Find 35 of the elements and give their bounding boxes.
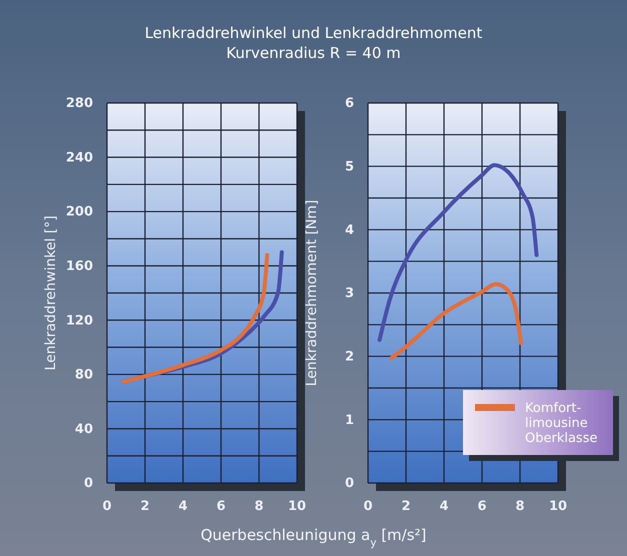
y-tick-label: 0 — [344, 476, 354, 492]
chart-title: Lenkraddrehwinkel und Lenkraddrehmoment — [144, 24, 482, 42]
x-axis-title: Querbeschleunigung a$_{y}$ [m/s²] — [200, 526, 426, 549]
x-tick-label: 6 — [477, 499, 487, 514]
y-tick-label: 0 — [84, 476, 93, 492]
line-series — [378, 163, 539, 342]
x-tick-label: 10 — [548, 499, 568, 514]
y-tick-label: 1 — [344, 412, 354, 428]
x-tick-label: 8 — [515, 499, 525, 514]
y-tick-label: 6 — [344, 96, 354, 112]
y-tick-label: 5 — [344, 159, 354, 174]
y-axis-title: Lenkraddrehwinkel [°] — [43, 216, 59, 370]
y-tick-label: 160 — [66, 259, 93, 274]
y-tick-label: 4 — [344, 222, 354, 238]
x-tick-label: 0 — [363, 499, 373, 514]
y-tick-label: 2 — [344, 349, 354, 364]
y-tick-label: 120 — [66, 313, 93, 328]
x-tick-label: 4 — [178, 499, 188, 514]
y-tick-label: 80 — [74, 368, 93, 383]
chart-subtitle: Kurvenradius R = 40 m — [226, 44, 401, 62]
x-tick-label: 4 — [439, 499, 449, 514]
x-tick-label: 10 — [288, 499, 306, 514]
y-tick-label: 40 — [74, 422, 93, 437]
y-tick-label: 200 — [66, 204, 93, 220]
y-tick-label: 240 — [66, 150, 93, 166]
x-tick-label: 0 — [102, 499, 112, 514]
x-tick-label: 2 — [140, 499, 150, 514]
y-axis-title: Lenkraddrehmoment [Nm] — [304, 200, 320, 386]
y-tick-label: 280 — [66, 96, 93, 112]
line-series — [389, 282, 523, 360]
x-tick-label: 8 — [254, 499, 264, 514]
x-tick-label: 6 — [216, 499, 226, 514]
legend-label: Komfort-limousine Oberklasse — [525, 401, 598, 446]
y-tick-label: 3 — [344, 286, 354, 302]
x-tick-label: 2 — [401, 499, 411, 514]
